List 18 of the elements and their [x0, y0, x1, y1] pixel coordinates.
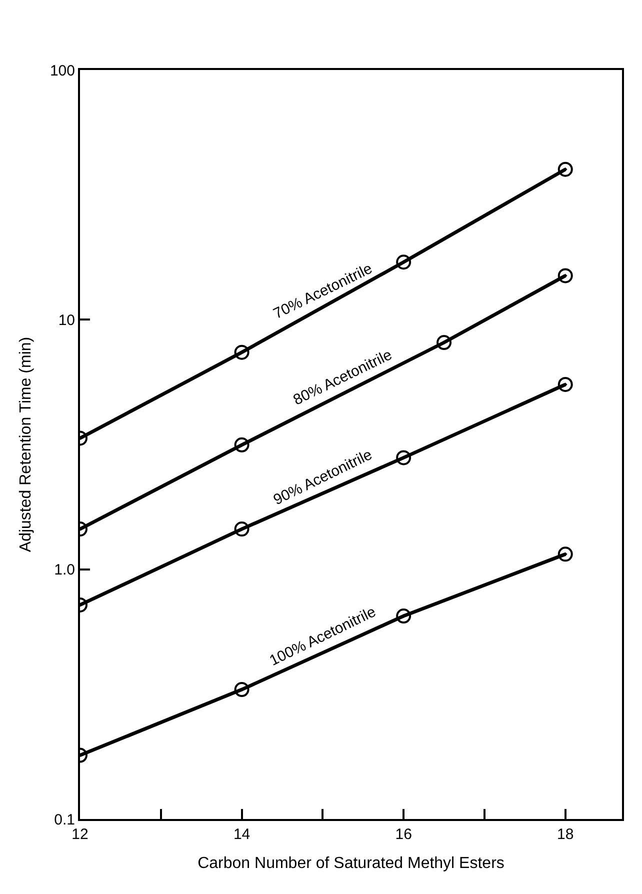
point: [396, 254, 412, 270]
point: [558, 162, 573, 177]
x-tick-label: 14: [233, 826, 250, 843]
x-tick-label: 16: [395, 826, 412, 843]
y-tick-label: 0.1: [54, 811, 75, 828]
x-axis-title: Carbon Number of Saturated Methyl Esters: [198, 855, 504, 872]
y-tick-label: 1.0: [54, 562, 75, 579]
point: [558, 546, 573, 562]
y-tick-label: 10: [58, 312, 75, 329]
point: [396, 450, 412, 466]
point: [396, 608, 412, 624]
point: [558, 268, 573, 284]
x-tick-label: 18: [557, 826, 574, 843]
point: [436, 335, 452, 350]
point: [558, 376, 573, 392]
y-axis-title: Adjusted Retention Time (min): [17, 336, 34, 552]
x-tick-label: 12: [72, 826, 88, 843]
y-tick-label: 100: [50, 62, 75, 80]
